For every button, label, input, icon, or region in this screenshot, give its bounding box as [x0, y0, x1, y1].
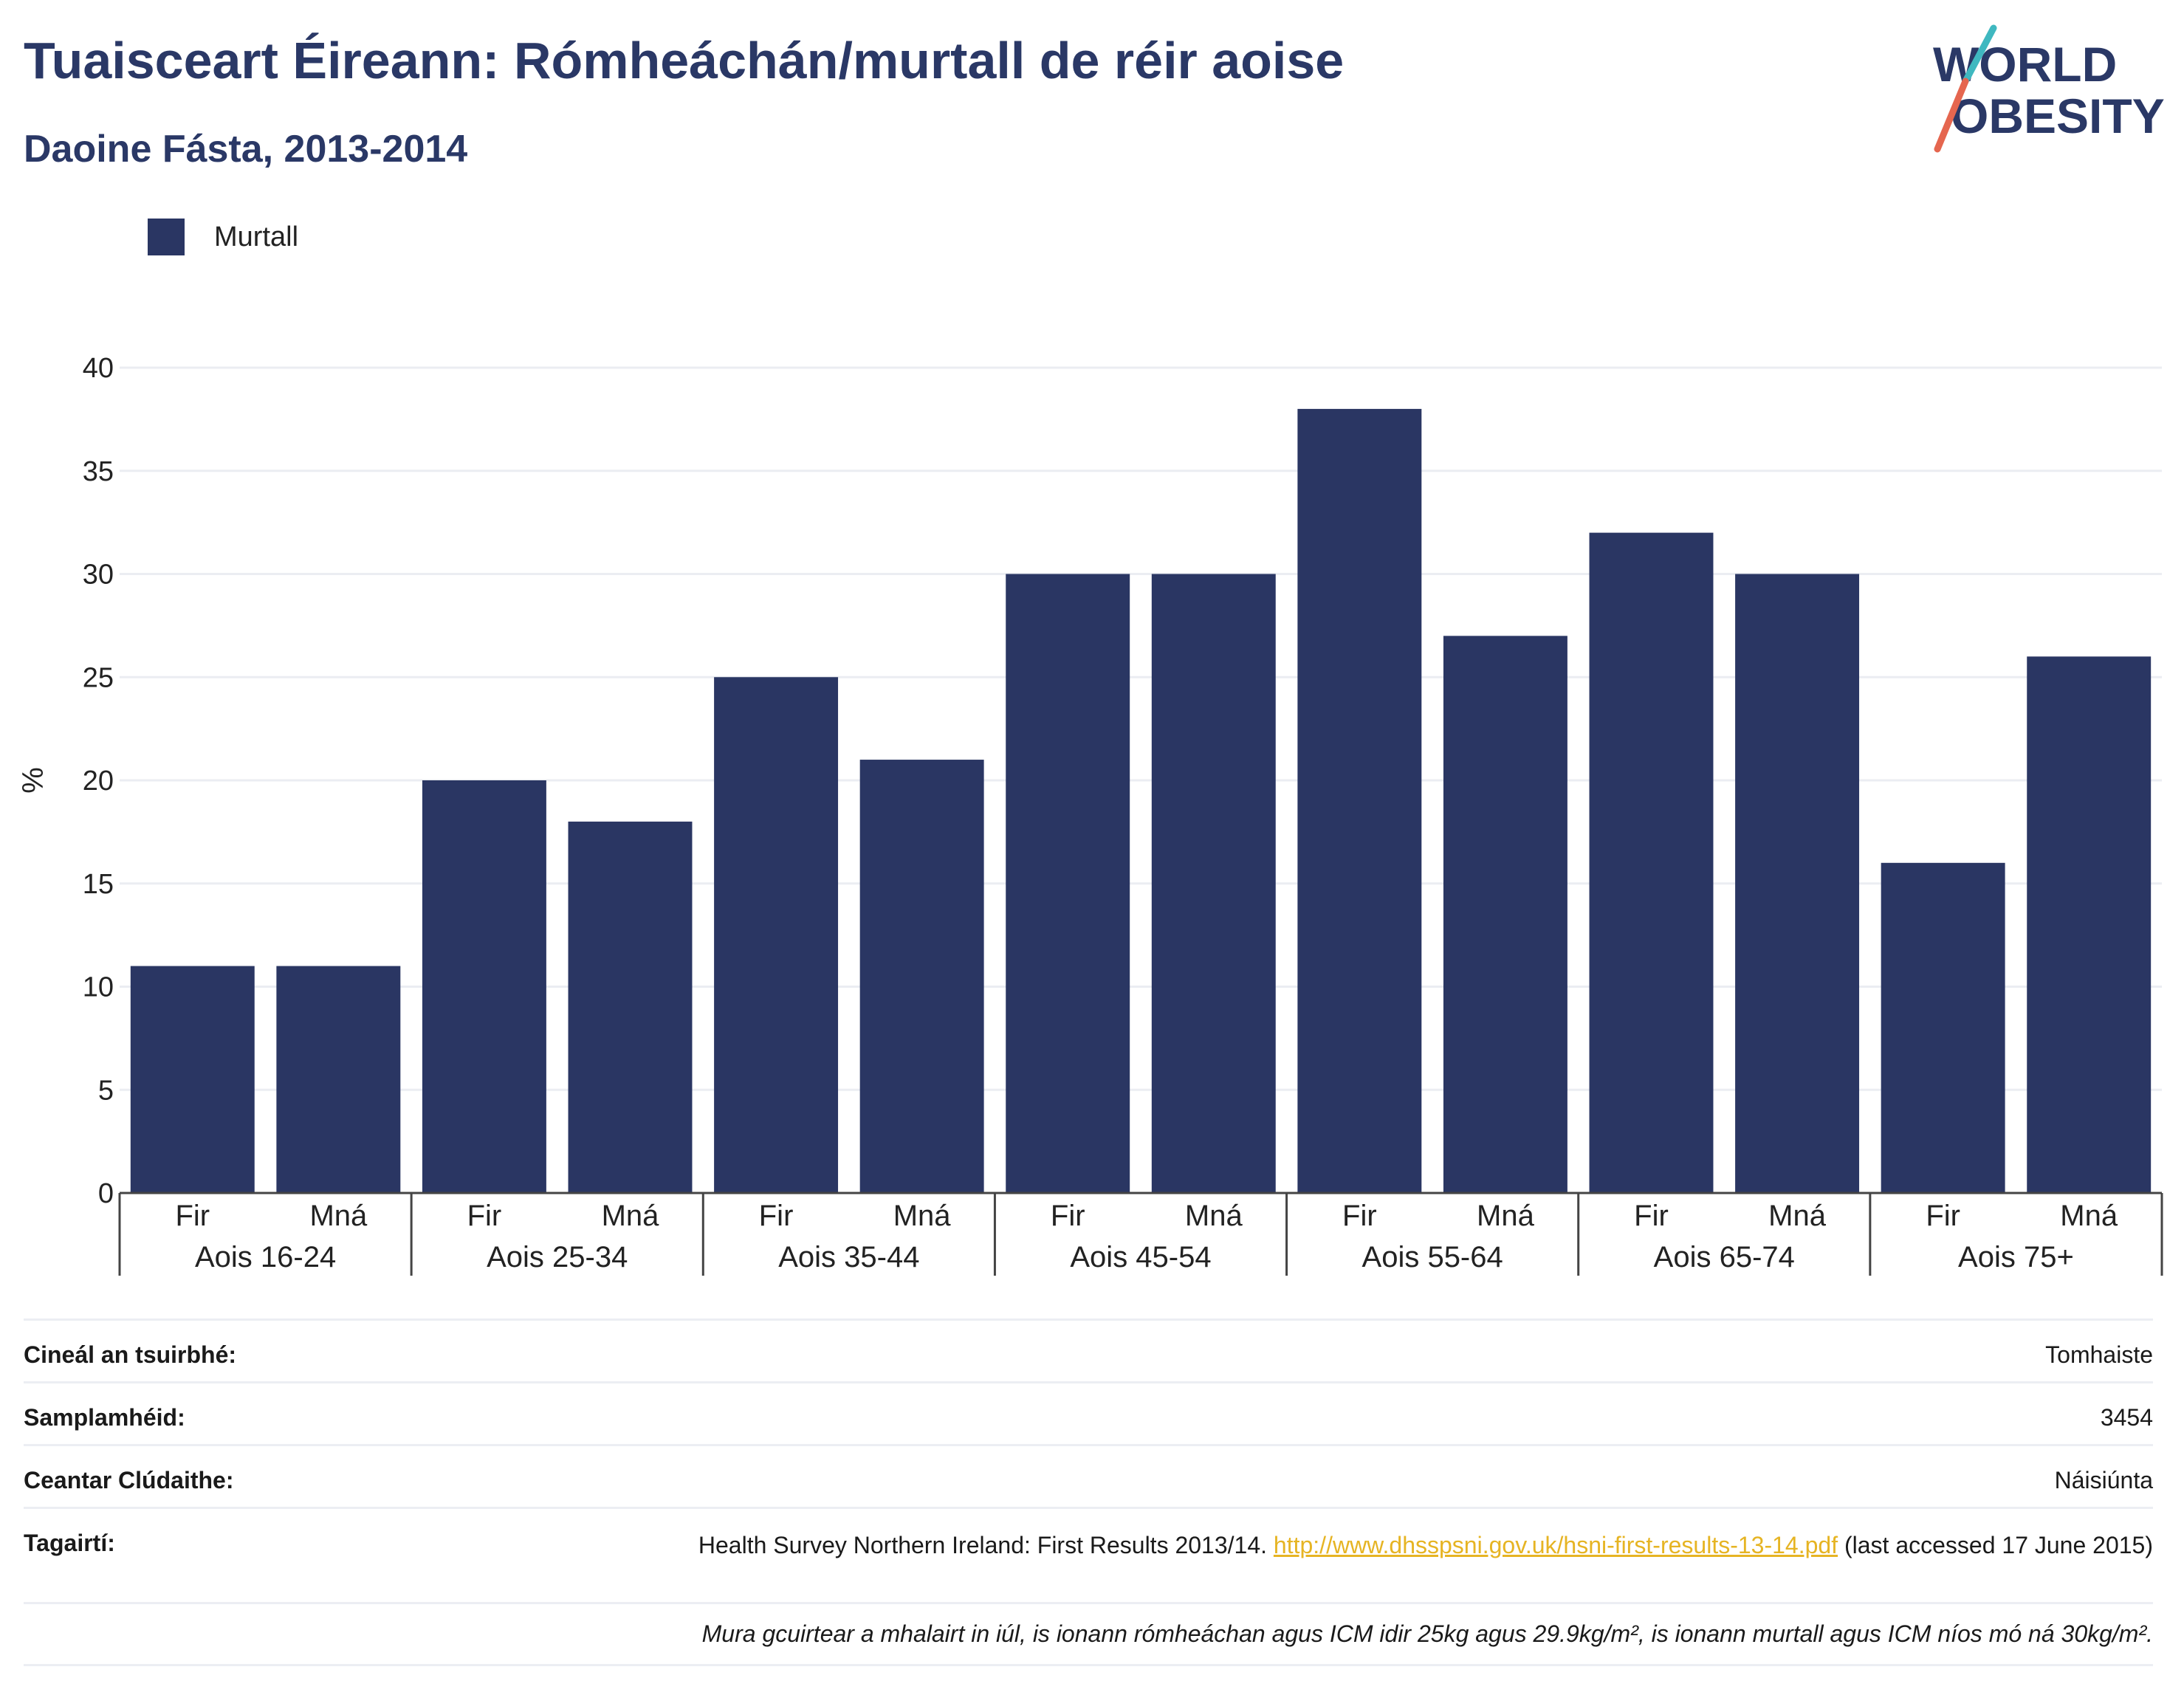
area-value: Náisiúnta [2054, 1467, 2153, 1493]
y-tick-label: 5 [98, 1075, 114, 1106]
x-subcategory-label: Fir [1926, 1200, 1960, 1232]
world-obesity-logo: WORLD OBESITY [1933, 24, 2165, 153]
bar [568, 821, 693, 1193]
bar [859, 760, 984, 1193]
y-tick-label: 15 [83, 869, 114, 900]
y-tick-label: 25 [83, 662, 114, 693]
meta-row-sample-size: Samplamhéid: 3454 [24, 1381, 2153, 1444]
sample-size-label: Samplamhéid: [24, 1404, 185, 1431]
x-subcategory-label: Fir [175, 1200, 210, 1232]
x-group-label: Aois 35-44 [778, 1241, 919, 1273]
x-subcategory-label: Mná [309, 1200, 368, 1232]
bar [276, 966, 401, 1193]
chart-subtitle: Daoine Fásta, 2013-2014 [24, 128, 468, 171]
x-subcategory-label: Fir [1051, 1200, 1085, 1232]
reference-accessed: (last accessed 17 June 2015) [1838, 1532, 2153, 1558]
bar [714, 677, 839, 1193]
bar [1006, 574, 1130, 1193]
area-label: Ceantar Clúdaithe: [24, 1467, 234, 1493]
reference-link[interactable]: http://www.dhsspsni.gov.uk/hsni-first-re… [1273, 1532, 1838, 1558]
y-tick-label: 0 [98, 1178, 114, 1209]
x-group-label: Aois 65-74 [1654, 1241, 1795, 1273]
legend: Murtall [148, 219, 298, 255]
references-label: Tagairtí: [24, 1530, 115, 1556]
x-group-label: Aois 45-54 [1070, 1241, 1211, 1273]
definition-note: Mura gcuirtear a mhalairt in iúl, is ion… [24, 1602, 2153, 1666]
survey-type-label: Cineál an tsuirbhé: [24, 1341, 237, 1368]
svg-text:WORLD: WORLD [1933, 37, 2117, 92]
bar [1151, 574, 1276, 1193]
x-subcategory-label: Fir [759, 1200, 794, 1232]
survey-type-value: Tomhaiste [2045, 1341, 2153, 1368]
bar [1589, 532, 1714, 1193]
x-subcategory-label: Mná [602, 1200, 660, 1232]
reference-text: Health Survey Northern Ireland: First Re… [698, 1532, 1274, 1558]
x-subcategory-label: Mná [1185, 1200, 1243, 1232]
y-axis-title: % [17, 767, 49, 794]
meta-row-references: Tagairtí: Health Survey Northern Ireland… [24, 1507, 2153, 1602]
bar [1881, 862, 2005, 1193]
bar [1297, 408, 1422, 1193]
bar [130, 966, 255, 1193]
bar [1443, 636, 1567, 1193]
x-subcategory-label: Mná [2060, 1200, 2118, 1232]
references-value: Health Survey Northern Ireland: First Re… [588, 1509, 2153, 1602]
bar [2027, 656, 2152, 1193]
x-subcategory-label: Fir [1634, 1200, 1669, 1232]
x-subcategory-label: Mná [1768, 1200, 1827, 1232]
y-tick-label: 20 [83, 766, 114, 797]
x-subcategory-label: Fir [1342, 1200, 1377, 1232]
y-tick-label: 30 [83, 560, 114, 591]
bar [422, 780, 546, 1193]
meta-row-area: Ceantar Clúdaithe: Náisiúnta [24, 1444, 2153, 1507]
x-group-label: Aois 55-64 [1362, 1241, 1503, 1273]
x-subcategory-label: Mná [893, 1200, 952, 1232]
y-tick-label: 35 [83, 456, 114, 487]
svg-text:OBESITY: OBESITY [1951, 89, 2165, 143]
bar [1735, 574, 1860, 1193]
x-group-label: Aois 25-34 [487, 1241, 628, 1273]
meta-row-survey-type: Cineál an tsuirbhé: Tomhaiste [24, 1318, 2153, 1381]
y-tick-label: 40 [83, 353, 114, 384]
bar-chart: 0 5 10 15 20 25 30 35 40% Fir Mná Fir Mná Fir Mná Fir Mn… [17, 353, 2163, 1276]
x-group-label: Aois 75+ [1958, 1241, 2074, 1273]
chart-title: Tuaisceart Éireann: Rómheáchán/murtall d… [24, 32, 1345, 89]
legend-swatch-murtall [148, 219, 185, 255]
x-subcategory-label: Fir [467, 1200, 502, 1232]
x-group-label: Aois 16-24 [195, 1241, 336, 1273]
sample-size-value: 3454 [2100, 1404, 2153, 1431]
legend-label-murtall: Murtall [214, 221, 299, 252]
metadata-table: Cineál an tsuirbhé: Tomhaiste Samplamhéi… [24, 1318, 2153, 1666]
y-tick-label: 10 [83, 972, 114, 1003]
x-subcategory-label: Mná [1477, 1200, 1535, 1232]
